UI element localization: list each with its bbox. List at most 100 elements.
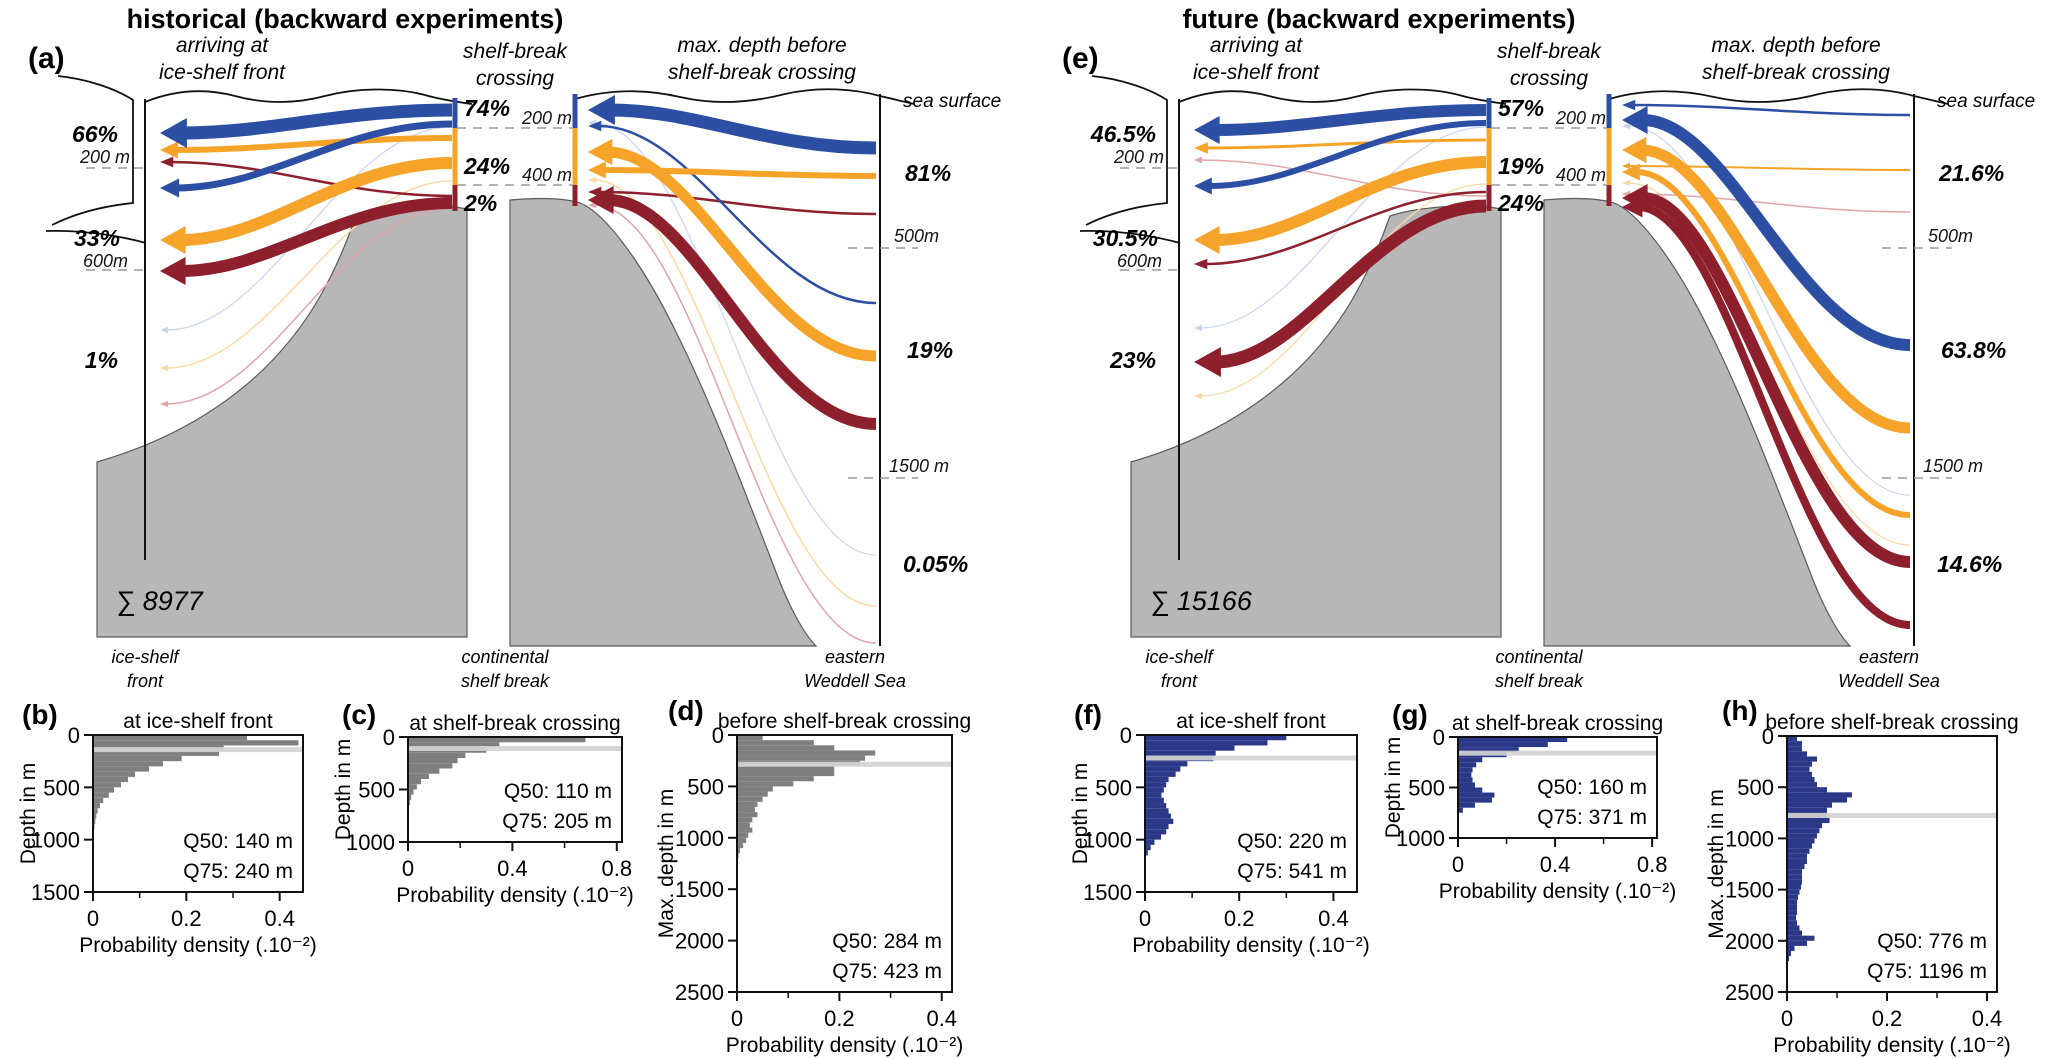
histogram-bar: [408, 752, 466, 758]
histogram-bar: [1787, 848, 1810, 854]
flow-arrowhead-red: [588, 185, 614, 215]
column-header-crossing: shelf-break: [463, 40, 568, 63]
pct-mid-middle: 19%: [1498, 153, 1544, 179]
flow-arrowhead-blue: [1622, 99, 1636, 111]
y-axis-label: Max. depth in m: [1705, 789, 1728, 938]
y-tick-label: 2500: [675, 980, 724, 1005]
histogram-bar: [1787, 920, 1797, 926]
histogram-bar: [1787, 736, 1797, 742]
depth-label-200m: 200 m: [1113, 147, 1164, 167]
histogram-panel-letter: (c): [342, 699, 376, 730]
particle-sum: ∑ 15166: [1150, 586, 1253, 616]
flow-arrow-pred: [1628, 193, 1911, 213]
histogram-bar: [1787, 828, 1820, 834]
histogram-bar: [1458, 747, 1519, 753]
histogram-bar: [737, 842, 744, 849]
histogram-bar: [1145, 839, 1155, 845]
flow-arrowhead-red: [1622, 183, 1648, 213]
depth-label-400m-mid: 400 m: [1556, 165, 1606, 185]
histogram-bar: [1787, 843, 1812, 849]
histogram-bar: [408, 779, 422, 785]
histogram-bar: [1145, 750, 1216, 756]
histogram-title: before shelf-break crossing: [718, 710, 971, 733]
histogram-bar: [1787, 833, 1817, 839]
histogram-bar: [737, 781, 794, 787]
panel-future: future (backward experiments) (e) arrivi…: [1062, 4, 2035, 1057]
histogram-bar: [737, 770, 835, 777]
flow-arrowhead-porange: [588, 176, 596, 184]
histogram-bar: [737, 786, 773, 792]
sea-surface-line: [574, 88, 915, 105]
flow-arrowhead-blue: [588, 95, 615, 125]
histogram-bar: [1787, 766, 1810, 772]
flow-arrow-blue: [1214, 104, 1487, 136]
histogram-bar: [1145, 735, 1287, 741]
histogram-bar: [93, 803, 100, 809]
q50-annotation: Q50: 220 m: [1237, 830, 1347, 853]
histogram-bar: [737, 848, 741, 854]
flow-arrowhead-red: [1194, 347, 1221, 377]
location-weddell-sea: Weddell Sea: [804, 671, 906, 691]
histogram-bar: [1787, 761, 1812, 767]
histogram-bar: [1787, 930, 1802, 936]
flow-arrow-orange: [1636, 169, 1911, 518]
histogram-bar: [1145, 797, 1164, 804]
pct-mid-lower: 24%: [1497, 190, 1544, 216]
histogram-bar: [1787, 915, 1796, 921]
histogram-bar: [1145, 782, 1167, 788]
flow-arrow-orange: [1205, 138, 1487, 150]
flow-arrow-red: [180, 197, 453, 277]
flow-arrow-red: [1204, 190, 1487, 266]
y-tick-label: 2000: [1725, 929, 1774, 954]
histogram-bar: [1787, 741, 1802, 747]
histogram-bar: [1787, 874, 1802, 880]
histogram-title: before shelf-break crossing: [1765, 711, 2018, 734]
panel-letter: (e): [1062, 42, 1099, 75]
x-tick-label: 0.4: [1318, 906, 1349, 931]
y-tick-label: 500: [358, 778, 395, 803]
pct-right-lower: 14.6%: [1937, 551, 2002, 577]
histogram-bar: [93, 818, 96, 824]
x-tick-label: 0.2: [171, 906, 202, 931]
histogram-bar: [1145, 850, 1148, 856]
histogram-bar: [93, 755, 182, 762]
histogram-bar: [1787, 899, 1797, 905]
panel-title: future (backward experiments): [1182, 4, 1575, 34]
histogram-bar: [737, 832, 749, 838]
histogram-bar: [1458, 742, 1548, 748]
histogram-bar: [1787, 782, 1817, 788]
histogram-panel-letter: (b): [22, 699, 58, 730]
continental-shelf-land: [96, 205, 468, 638]
histogram-bar: [93, 813, 97, 819]
flow-arrowhead-blue: [160, 118, 187, 148]
y-tick-label: 0: [1433, 725, 1445, 750]
histogram-bar: [737, 791, 768, 797]
histogram-bar: [1458, 757, 1483, 763]
flow-arrow-orange: [174, 135, 453, 153]
y-tick-label: 0: [383, 725, 395, 750]
histograms-historical: 0 500 1000 1500 0 0.2 0.4 at ice-shelf front (b)…: [17, 695, 971, 1057]
histogram-panel-letter: (f): [1074, 699, 1102, 730]
x-tick-label: 0.4: [1540, 852, 1571, 877]
histogram-panel-d: 0 500 1000 1500 2000 2500 0 0.2 0.4 before shelf-…: [655, 695, 971, 1057]
column-header-maxdepth: max. depth before: [677, 34, 846, 57]
histogram-bar: [1145, 766, 1181, 772]
y-tick-label: 500: [687, 774, 724, 799]
y-axis-label: Depth in m: [1382, 737, 1405, 839]
q75-annotation: Q75: 371 m: [1537, 806, 1647, 829]
flow-arrowhead-red: [160, 156, 174, 168]
x-tick-label: 0.4: [926, 1006, 957, 1031]
y-tick-label: 0: [1762, 724, 1774, 749]
histogram-bar: [737, 776, 814, 782]
depth-label-400m-mid: 400 m: [522, 165, 572, 185]
pct-left-upper: 46.5%: [1090, 121, 1156, 147]
flow-scene-historical: [45, 75, 918, 647]
histogram-bar: [93, 735, 247, 741]
x-tick-label: 0.4: [264, 906, 295, 931]
histogram-bar: [1787, 904, 1797, 911]
location-shelf-break: continental: [461, 647, 549, 667]
continental-shelf-land: [1130, 205, 1502, 638]
plot-frame: [1786, 735, 1998, 993]
plot-frame: [1144, 734, 1358, 893]
flow-arrowhead-orange: [588, 138, 613, 166]
